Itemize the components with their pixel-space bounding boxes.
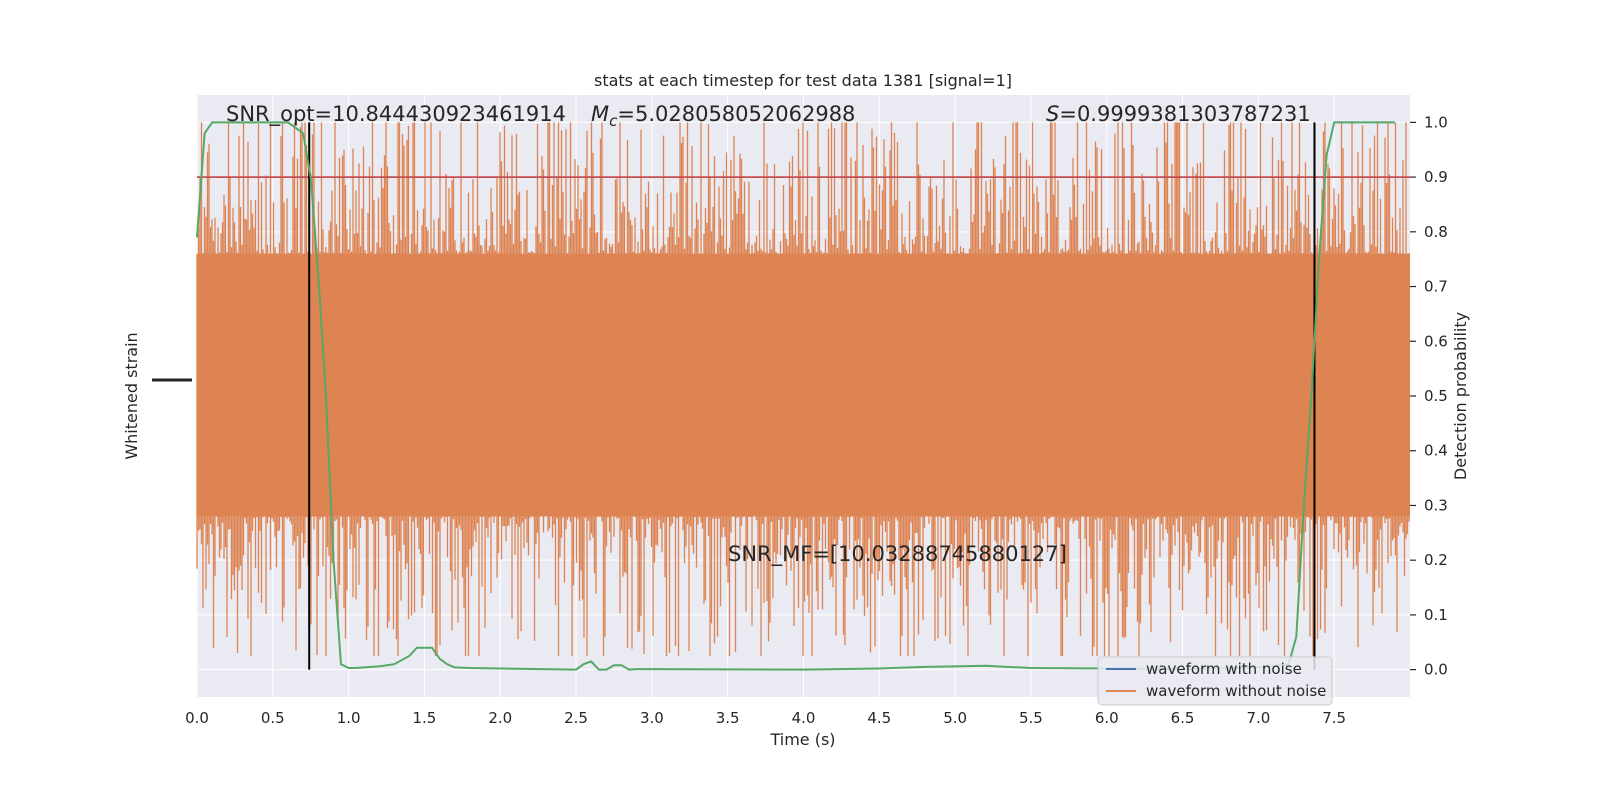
- x-tick-label-12: 6.0: [1095, 709, 1119, 727]
- x-tick-label-1: 0.5: [261, 709, 285, 727]
- x-tick-label-3: 1.5: [413, 709, 437, 727]
- legend-label-without-noise: waveform without noise: [1146, 682, 1326, 700]
- y-tick-label-3: 0.3: [1424, 496, 1448, 514]
- y-tick-label-10: 1.0: [1424, 113, 1448, 131]
- x-tick-label-5: 2.5: [564, 709, 588, 727]
- x-tick-label-6: 3.0: [640, 709, 664, 727]
- noise-band: [196, 122, 1410, 656]
- x-tick-label-11: 5.5: [1019, 709, 1043, 727]
- vertical-markers: [308, 122, 1316, 670]
- x-axis-label: Time (s): [769, 730, 835, 749]
- annotation-snr-opt: SNR_opt=10.844430923461914: [226, 102, 566, 127]
- x-tick-label-2: 1.0: [337, 709, 361, 727]
- y-tick-label-4: 0.4: [1424, 442, 1448, 460]
- y-tick-label-8: 0.8: [1424, 223, 1448, 241]
- legend-box: [1097, 656, 1333, 706]
- y-tick-label-7: 0.7: [1424, 278, 1448, 296]
- annotation-snr-mf: SNR_MF=[10.03288745880127]: [728, 542, 1067, 567]
- x-tick-label-10: 5.0: [943, 709, 967, 727]
- x-tick-label-0: 0.0: [185, 709, 209, 727]
- y-tick-label-1: 0.1: [1424, 606, 1448, 624]
- x-tick-label-4: 2.0: [488, 709, 512, 727]
- x-tick-label-14: 7.0: [1246, 709, 1270, 727]
- y-tick-label-2: 0.2: [1424, 551, 1448, 569]
- noise-spikes: [196, 122, 1410, 656]
- x-tick-label-13: 6.5: [1171, 709, 1195, 727]
- y-tick-label-5: 0.5: [1424, 387, 1448, 405]
- y-axis-label-left: Whitened strain: [122, 332, 141, 459]
- x-tick-label-9: 4.5: [867, 709, 891, 727]
- x-tick-label-15: 7.5: [1322, 709, 1346, 727]
- x-axis-ticks: 0.0 0.5 1.0 1.5 2.0 2.5 3.0 3.5 4.0 4.5 5.0 5.5 6.0 6…: [185, 709, 1346, 727]
- y-tick-label-0: 0.0: [1424, 661, 1448, 679]
- y-right-axis-ticks: 0.0 0.1 0.2 0.3 0.4 0.5 0.6 0.7 0.8 0.9 1.0: [1410, 113, 1448, 679]
- y-tick-label-9: 0.9: [1424, 168, 1448, 186]
- chart-title: stats at each timestep for test data 138…: [594, 71, 1012, 90]
- legend-label-with-noise: waveform with noise: [1146, 660, 1302, 678]
- series-line-detection-probability: [196, 121, 1395, 671]
- annotation-s: S=0.9999381303787231: [1046, 102, 1311, 126]
- y-axis-label-right: Detection probability: [1451, 312, 1470, 480]
- y-tick-label-6: 0.6: [1424, 332, 1448, 350]
- x-tick-label-7: 3.5: [716, 709, 740, 727]
- x-tick-label-8: 4.0: [792, 709, 816, 727]
- legend: waveform with noise waveform without noi…: [1097, 656, 1333, 706]
- annotation-chirp-mass: Mc=5.028058052062988: [591, 102, 855, 130]
